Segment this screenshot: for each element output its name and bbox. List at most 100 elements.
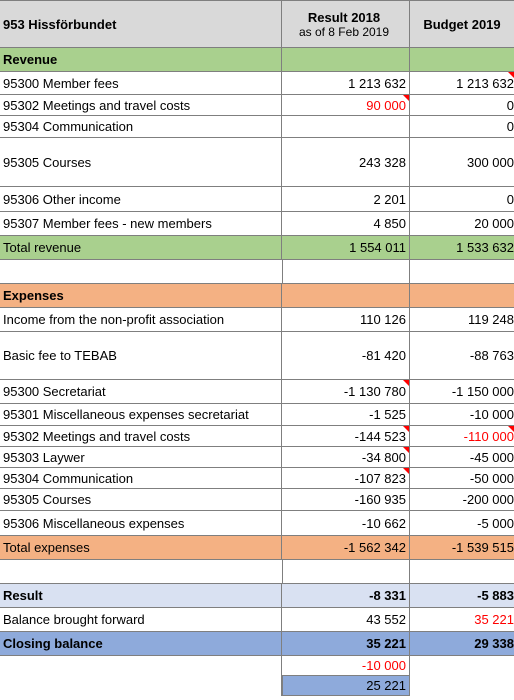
row-result[interactable] (282, 116, 410, 138)
adjustment-row: -10 000 (0, 656, 514, 676)
row-label[interactable]: Income from the non-profit association (0, 308, 282, 332)
table-row: 95304 Communication -107 823 -50 000 (0, 468, 514, 489)
row-result[interactable]: 90 000 (282, 95, 410, 116)
empty-cell[interactable] (0, 560, 282, 584)
row-budget[interactable]: 300 000 (410, 138, 514, 187)
balance-forward-result[interactable]: 43 552 (282, 608, 410, 632)
result-header-sub: as of 8 Feb 2019 (298, 24, 390, 39)
row-budget[interactable]: -10 000 (410, 404, 514, 426)
row-budget[interactable]: 1 213 632 (410, 72, 514, 95)
row-budget[interactable]: -50 000 (410, 468, 514, 489)
row-budget[interactable]: 0 (410, 95, 514, 116)
balance-forward-label[interactable]: Balance brought forward (0, 608, 282, 632)
result-header-cell[interactable]: Result 2018 as of 8 Feb 2019 (282, 1, 410, 48)
empty-cell[interactable] (0, 656, 282, 676)
empty-row (0, 560, 514, 584)
sheet-title: 953 Hissförbundet (3, 16, 117, 32)
row-label[interactable]: 95303 Laywer (0, 447, 282, 468)
row-result[interactable]: 2 201 (282, 187, 410, 212)
row-result[interactable]: -160 935 (282, 489, 410, 511)
empty-cell[interactable] (282, 560, 410, 584)
adjusted-balance-value[interactable]: 25 221 (282, 676, 410, 696)
row-label[interactable]: 95306 Miscellaneous expenses (0, 511, 282, 536)
sheet-title-cell[interactable]: 953 Hissförbundet (0, 1, 282, 48)
row-budget[interactable]: 119 248 (410, 308, 514, 332)
row-result[interactable]: 4 850 (282, 212, 410, 236)
budget-header-title: Budget 2019 (423, 16, 501, 32)
row-label[interactable]: 95304 Communication (0, 116, 282, 138)
table-row: 95307 Member fees - new members 4 850 20… (0, 212, 514, 236)
empty-cell[interactable] (410, 560, 514, 584)
row-label[interactable]: Basic fee to TEBAB (0, 332, 282, 380)
row-result[interactable]: -10 662 (282, 511, 410, 536)
revenue-section-result[interactable] (282, 48, 410, 72)
row-label[interactable]: 95306 Other income (0, 187, 282, 212)
row-result[interactable]: -1 130 780 (282, 380, 410, 404)
expenses-section-result[interactable] (282, 284, 410, 308)
row-label[interactable]: 95307 Member fees - new members (0, 212, 282, 236)
row-label[interactable]: 95302 Meetings and travel costs (0, 95, 282, 116)
expenses-section-label[interactable]: Expenses (0, 284, 282, 308)
empty-cell[interactable] (282, 260, 410, 284)
closing-balance-result[interactable]: 35 221 (282, 632, 410, 656)
total-expenses-budget[interactable]: -1 539 515 (410, 536, 514, 560)
result-budget[interactable]: -5 883 (410, 584, 514, 608)
closing-balance-row: Closing balance 35 221 29 338 (0, 632, 514, 656)
total-revenue-budget[interactable]: 1 533 632 (410, 236, 514, 260)
row-result[interactable]: -1 525 (282, 404, 410, 426)
row-result[interactable]: -34 800 (282, 447, 410, 468)
empty-cell[interactable] (410, 656, 514, 676)
row-label[interactable]: 95305 Courses (0, 489, 282, 511)
total-expenses-label[interactable]: Total expenses (0, 536, 282, 560)
expenses-section-budget[interactable] (410, 284, 514, 308)
row-result[interactable]: 1 213 632 (282, 72, 410, 95)
row-budget[interactable]: -200 000 (410, 489, 514, 511)
table-row: 95304 Communication 0 (0, 116, 514, 138)
expenses-section-row: Expenses (0, 284, 514, 308)
row-budget[interactable]: -88 763 (410, 332, 514, 380)
balance-forward-budget[interactable]: 35 221 (410, 608, 514, 632)
total-revenue-row: Total revenue 1 554 011 1 533 632 (0, 236, 514, 260)
row-result[interactable]: 243 328 (282, 138, 410, 187)
total-revenue-result[interactable]: 1 554 011 (282, 236, 410, 260)
row-budget[interactable]: -1 150 000 (410, 380, 514, 404)
row-label[interactable]: 95302 Meetings and travel costs (0, 426, 282, 447)
revenue-section-label[interactable]: Revenue (0, 48, 282, 72)
closing-balance-budget[interactable]: 29 338 (410, 632, 514, 656)
empty-cell[interactable] (410, 260, 514, 284)
table-row: 95306 Miscellaneous expenses -10 662 -5 … (0, 511, 514, 536)
table-row: 95306 Other income 2 201 0 (0, 187, 514, 212)
result-value[interactable]: -8 331 (282, 584, 410, 608)
result-header-title: Result 2018 (307, 9, 381, 25)
table-row: 95305 Courses 243 328 300 000 (0, 138, 514, 187)
row-result[interactable]: -144 523 (282, 426, 410, 447)
total-expenses-result[interactable]: -1 562 342 (282, 536, 410, 560)
row-budget[interactable]: -45 000 (410, 447, 514, 468)
row-budget[interactable]: -5 000 (410, 511, 514, 536)
row-label[interactable]: 95300 Secretariat (0, 380, 282, 404)
budget-header-cell[interactable]: Budget 2019 (410, 1, 514, 48)
row-budget[interactable]: 20 000 (410, 212, 514, 236)
row-budget[interactable]: 0 (410, 116, 514, 138)
empty-cell[interactable] (410, 676, 514, 696)
adjustment-value[interactable]: -10 000 (282, 656, 410, 676)
row-label[interactable]: 95304 Communication (0, 468, 282, 489)
closing-balance-label[interactable]: Closing balance (0, 632, 282, 656)
row-result[interactable]: 110 126 (282, 308, 410, 332)
empty-cell[interactable] (0, 676, 282, 696)
revenue-section-budget[interactable] (410, 48, 514, 72)
total-revenue-label[interactable]: Total revenue (0, 236, 282, 260)
header-row: 953 Hissförbundet Result 2018 as of 8 Fe… (0, 0, 514, 48)
table-row: 95300 Secretariat -1 130 780 -1 150 000 (0, 380, 514, 404)
row-budget[interactable]: 0 (410, 187, 514, 212)
row-label[interactable]: 95305 Courses (0, 138, 282, 187)
row-result[interactable]: -107 823 (282, 468, 410, 489)
table-row: 95301 Miscellaneous expenses secretariat… (0, 404, 514, 426)
result-label[interactable]: Result (0, 584, 282, 608)
row-label[interactable]: 95301 Miscellaneous expenses secretariat (0, 404, 282, 426)
table-row: 95302 Meetings and travel costs 90 000 0 (0, 95, 514, 116)
row-result[interactable]: -81 420 (282, 332, 410, 380)
empty-cell[interactable] (0, 260, 282, 284)
row-budget[interactable]: -110 000 (410, 426, 514, 447)
row-label[interactable]: 95300 Member fees (0, 72, 282, 95)
